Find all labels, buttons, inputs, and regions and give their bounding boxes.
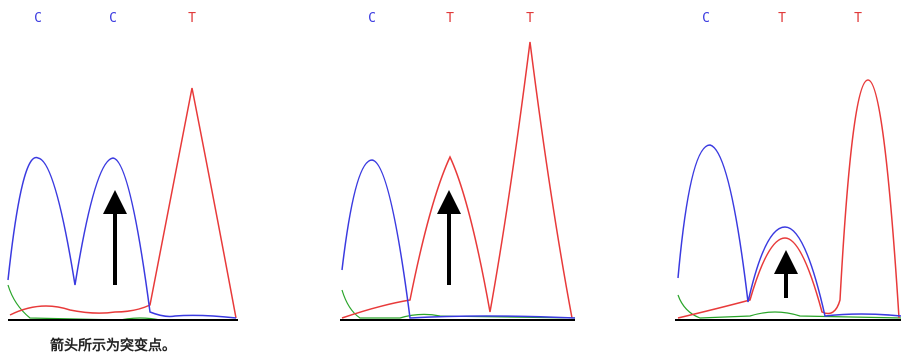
base-label: C (702, 11, 710, 26)
base-label: C (109, 11, 117, 26)
trace-t (678, 80, 899, 318)
chromatogram-figure: C C T C T T C T T 箭头所示为突变点。 (0, 0, 901, 356)
trace-c (8, 158, 236, 318)
trace-c (342, 160, 575, 318)
base-label: T (188, 11, 196, 26)
base-label: T (854, 11, 862, 26)
base-label: C (368, 11, 376, 26)
trace-g (342, 290, 575, 318)
caption: 箭头所示为突变点。 (50, 337, 176, 354)
base-label: T (778, 11, 786, 26)
base-label: T (526, 11, 534, 26)
trace-c (678, 145, 901, 316)
base-label: C (34, 11, 42, 26)
trace-t (10, 88, 236, 318)
base-label: T (446, 11, 454, 26)
trace-t (342, 42, 572, 318)
panel: C T T (340, 11, 575, 320)
panel: C C T (8, 11, 238, 320)
panel: C T T (675, 11, 901, 320)
